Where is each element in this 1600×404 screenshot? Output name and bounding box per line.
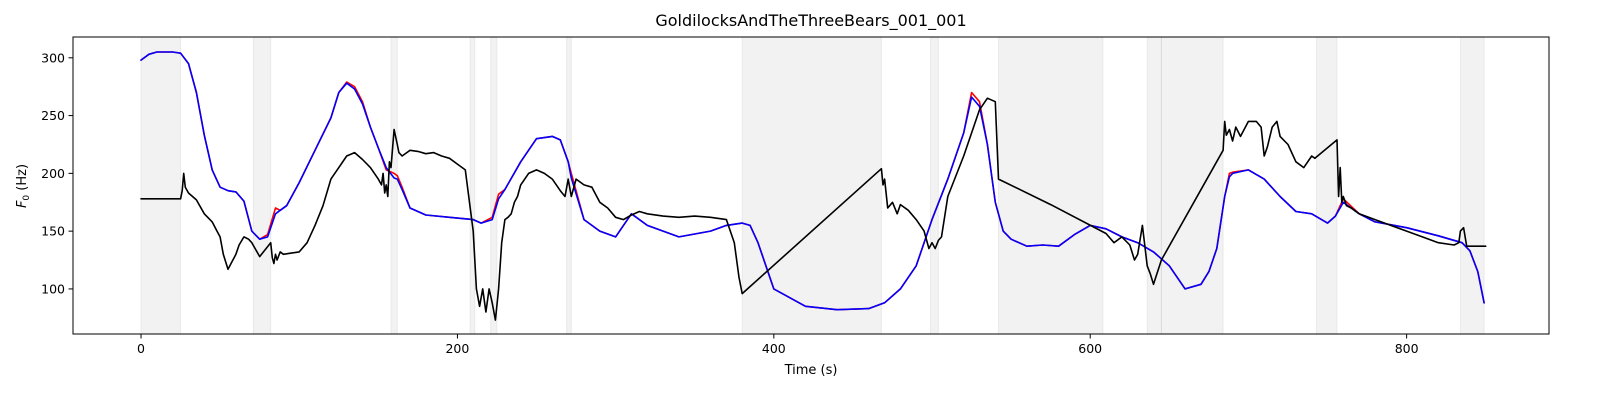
y-tick-label: 150 <box>41 224 65 239</box>
series-line-blue <box>140 51 1485 311</box>
y-axis-label-subscript: 0 <box>22 195 32 201</box>
shaded-region-12 <box>1459 36 1485 335</box>
x-tick-label: 0 <box>137 341 145 356</box>
plot-frame <box>72 36 1550 335</box>
shaded-region-3 <box>469 36 476 335</box>
shaded-region-8 <box>997 36 1104 335</box>
x-tick-label: 400 <box>762 341 786 356</box>
shaded-region-6 <box>741 36 882 335</box>
shaded-region-1 <box>252 36 272 335</box>
y-tick-label: 300 <box>41 50 65 65</box>
y-tick-label: 200 <box>41 166 65 181</box>
x-tick-label: 200 <box>445 341 469 356</box>
x-tick-label: 800 <box>1395 341 1419 356</box>
chart-title: GoldilocksAndTheThreeBears_001_001 <box>655 11 966 31</box>
shaded-region-10 <box>1160 36 1224 335</box>
shaded-region-9 <box>1146 36 1162 335</box>
y-axis-label-base: F <box>15 200 30 208</box>
y-tick-label: 100 <box>41 281 65 296</box>
y-tick-label: 250 <box>41 108 65 123</box>
x-tick-label: 600 <box>1078 341 1102 356</box>
y-axis-label-unit: (Hz) <box>15 164 30 195</box>
shaded-region-4 <box>490 36 498 335</box>
series-line-black <box>140 97 1487 321</box>
y-axis-ticks: 100 150 200 250 300 <box>41 50 73 296</box>
shaded-region-11 <box>1315 36 1338 335</box>
x-axis-ticks: 0 200 400 600 800 <box>137 334 1419 356</box>
shaded-region-2 <box>390 36 398 335</box>
y-axis-label: F0 (Hz) <box>15 164 32 208</box>
shaded-region-0 <box>140 36 182 335</box>
shaded-region-7 <box>929 36 939 335</box>
series-lines <box>140 51 1487 321</box>
x-axis-label: Time (s) <box>784 363 838 378</box>
